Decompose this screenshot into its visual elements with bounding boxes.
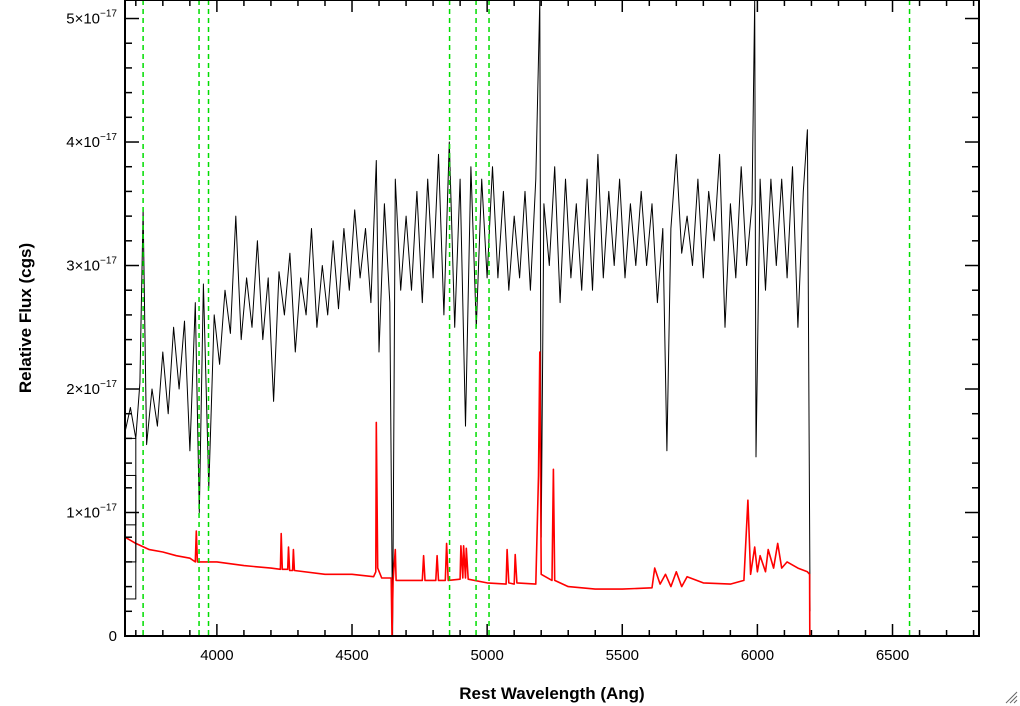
x-tick-label: 6500 [876, 647, 909, 664]
x-tick-label: 4500 [335, 647, 368, 664]
x-tick-label: 5000 [470, 647, 503, 664]
y-axis-title: Relative Flux (cgs) [16, 243, 35, 393]
x-axis: 4000 4500 5000 5500 6000 6500 [135, 0, 975, 664]
y-tick-label: 2×10−17 [66, 379, 117, 398]
y-tick-label: 0 [109, 628, 117, 645]
resize-grip-icon[interactable] [1004, 690, 1018, 704]
y-tick-label: 4×10−17 [66, 132, 117, 151]
y-tick-label: 5×10−17 [66, 9, 117, 28]
observed-spectrum-line [124, 0, 811, 637]
x-tick-label: 4000 [200, 647, 233, 664]
x-tick-label: 5500 [606, 647, 639, 664]
x-axis-title: Rest Wavelength (Ang) [459, 684, 644, 703]
chart-marks [124, 0, 979, 637]
y-tick-label: 3×10−17 [66, 256, 117, 275]
model-spectrum-line [124, 351, 979, 637]
x-tick-label: 6000 [741, 647, 774, 664]
y-axis: 0 1×10−17 2×10−17 3×10−17 4×10−17 5×10−17 [66, 9, 979, 645]
y-tick-label: 1×10−17 [66, 503, 117, 522]
plot-frame [124, 0, 980, 637]
